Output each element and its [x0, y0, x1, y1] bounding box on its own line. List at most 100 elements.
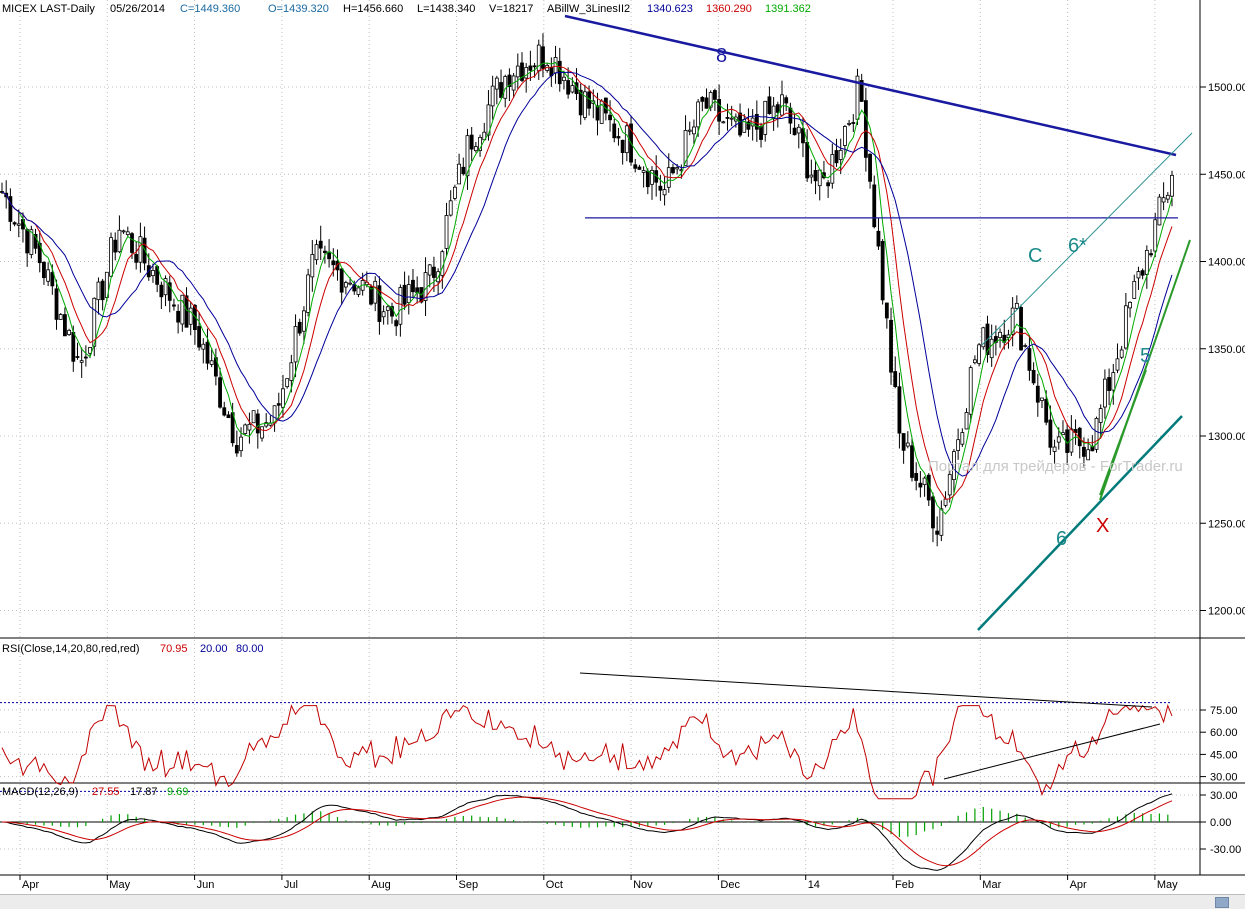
candle-body — [348, 282, 352, 285]
candle-body — [331, 260, 336, 266]
rsi-tick-label: 30.00 — [1210, 772, 1238, 784]
candle-body — [264, 422, 269, 427]
candle-body — [645, 170, 650, 188]
candle-body — [92, 297, 97, 347]
rsi-tick-label: 60.00 — [1210, 727, 1238, 739]
price-header: MICEX LAST-Daily 05/26/2014 C=1449.360 O… — [2, 3, 811, 15]
month-label: Feb — [895, 879, 914, 891]
wave-label-5: 5 — [1140, 345, 1151, 367]
candle-body — [1019, 307, 1023, 351]
candle-body — [801, 128, 805, 144]
moving-averages — [1, 61, 1173, 515]
candle-body — [281, 388, 285, 408]
candle-body — [1031, 369, 1036, 384]
candle-body — [620, 139, 625, 153]
price-tick-label: 1300.00 — [1208, 431, 1245, 443]
candle-body — [863, 100, 868, 158]
candle-body — [960, 432, 965, 445]
candle-body — [188, 307, 193, 325]
month-label: 14 — [808, 879, 820, 891]
candle-body — [595, 105, 600, 121]
candle-body — [125, 231, 130, 235]
indicator-red-value: 1360.290 — [706, 3, 752, 15]
candle-body — [377, 285, 382, 322]
candle-body — [893, 371, 898, 387]
wedge-inner-line — [1099, 369, 1147, 496]
candle-body — [180, 294, 185, 325]
month-label: Jun — [197, 879, 215, 891]
candle-body — [683, 130, 688, 166]
candle-body — [159, 284, 164, 298]
candle-body — [947, 474, 952, 496]
candle-body — [993, 336, 998, 343]
ma-green-line — [1, 61, 1173, 515]
candle-body — [603, 97, 608, 114]
candle-body — [255, 413, 260, 434]
rsi-line — [1, 704, 1173, 800]
candle-body — [532, 65, 537, 68]
candle-body — [889, 319, 893, 373]
rsi-high-band: 80.00 — [236, 643, 264, 655]
candle-body — [905, 442, 910, 447]
candle-body — [897, 386, 902, 434]
candle-body — [1056, 436, 1061, 443]
candle-body — [293, 326, 298, 363]
candle-body — [478, 136, 482, 152]
channel-lower-line — [977, 415, 1183, 631]
close-label: C=1449.360 — [180, 3, 240, 15]
candle-body — [574, 82, 579, 95]
candle-body — [792, 127, 797, 136]
candle-body — [910, 445, 914, 478]
candle-body — [356, 287, 361, 295]
candle-body — [499, 82, 503, 98]
candle-body — [50, 272, 55, 287]
candle-body — [75, 356, 80, 358]
candle-body — [486, 104, 491, 136]
candle-body — [58, 314, 63, 320]
trendlines — [564, 14, 1193, 631]
candle-body — [37, 242, 42, 264]
candle-body — [302, 310, 306, 332]
candle-body — [323, 250, 327, 253]
candle-body — [201, 343, 206, 350]
candle-body — [784, 97, 789, 104]
candle-body — [239, 436, 243, 452]
candle-body — [931, 496, 935, 529]
candle-body — [1107, 377, 1111, 391]
candle-body — [184, 295, 189, 328]
candle-body — [964, 412, 969, 430]
candle-body — [193, 304, 197, 331]
candle-body — [1140, 270, 1145, 276]
rsi-low-band: 20.00 — [200, 643, 228, 655]
candle-body — [1061, 432, 1065, 436]
macd-line — [1, 793, 1173, 871]
candle-body — [935, 530, 940, 535]
price-tick-label: 1250.00 — [1208, 518, 1245, 530]
ma-red-line — [1, 65, 1173, 500]
candle-body — [956, 439, 961, 451]
candle-body — [285, 378, 290, 388]
candle-body — [713, 90, 717, 100]
candle-body — [507, 74, 512, 87]
candle-body — [134, 254, 139, 263]
month-label: Oct — [546, 879, 563, 891]
candle-body — [469, 134, 474, 150]
price-tick-label: 1400.00 — [1208, 257, 1245, 269]
candle-body — [109, 237, 113, 277]
wave-label-x: X — [1096, 515, 1109, 537]
candle-body — [817, 169, 822, 187]
candle-body — [29, 229, 34, 255]
low-label: L=1438.340 — [417, 3, 475, 15]
candle-body — [142, 237, 147, 264]
candle-body — [624, 125, 629, 154]
candle-body — [226, 414, 231, 419]
candle-body — [838, 149, 843, 160]
scroll-thumb[interactable] — [1215, 897, 1229, 908]
candle-body — [100, 280, 105, 301]
candle-body — [880, 241, 885, 301]
horizontal-scrollbar[interactable] — [0, 894, 1245, 909]
candle-body — [121, 230, 126, 233]
candle-body — [851, 122, 856, 124]
watermark: Портал для трейдеров - ForTrader.ru — [928, 458, 1183, 475]
